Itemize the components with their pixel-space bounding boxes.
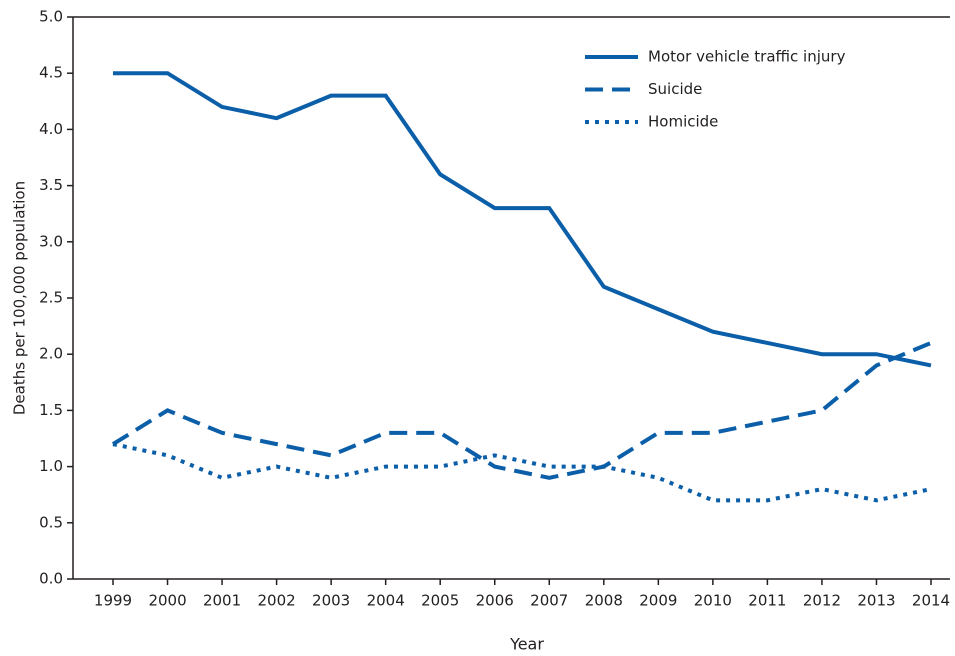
y-tick-label: 3.5 [39,176,63,194]
x-tick-label: 2012 [803,592,841,610]
y-tick-label: 2.5 [39,289,63,307]
x-tick-label: 2009 [639,592,677,610]
legend-label: Homicide [648,113,718,131]
y-axis-title: Deaths per 100,000 population [11,181,29,415]
x-tick-label: 2006 [476,592,514,610]
x-tick-label: 2014 [912,592,950,610]
series-line [113,71,932,368]
x-tick-label: 2001 [203,592,241,610]
legend-label: Suicide [648,80,702,98]
x-tick-label: 2008 [585,592,623,610]
x-tick-label: 1999 [94,592,132,610]
y-tick-label: 1.0 [39,457,63,475]
legend-label: Motor vehicle traffic injury [648,48,846,66]
x-tick-label: 2000 [148,592,186,610]
y-tick-label: 1.5 [39,401,63,419]
x-tick-label: 2013 [857,592,895,610]
series-line [112,442,932,503]
x-tick-label: 2010 [694,592,732,610]
y-tick-label: 3.0 [39,232,63,250]
x-tick-label: 2007 [530,592,568,610]
x-tick-label: 2005 [421,592,459,610]
x-tick-label: 2003 [312,592,350,610]
y-tick-label: 4.0 [39,120,63,138]
x-tick-label: 2011 [748,592,786,610]
y-tick-label: 2.0 [39,345,63,363]
y-tick-label: 0.0 [39,570,63,588]
series-line [111,341,932,480]
y-tick-label: 0.5 [39,513,63,531]
x-tick-label: 2004 [367,592,405,610]
y-tick-label: 5.0 [39,8,63,26]
x-tick-label: 2002 [258,592,296,610]
x-axis-title: Year [509,635,544,654]
y-tick-label: 4.5 [39,64,63,82]
